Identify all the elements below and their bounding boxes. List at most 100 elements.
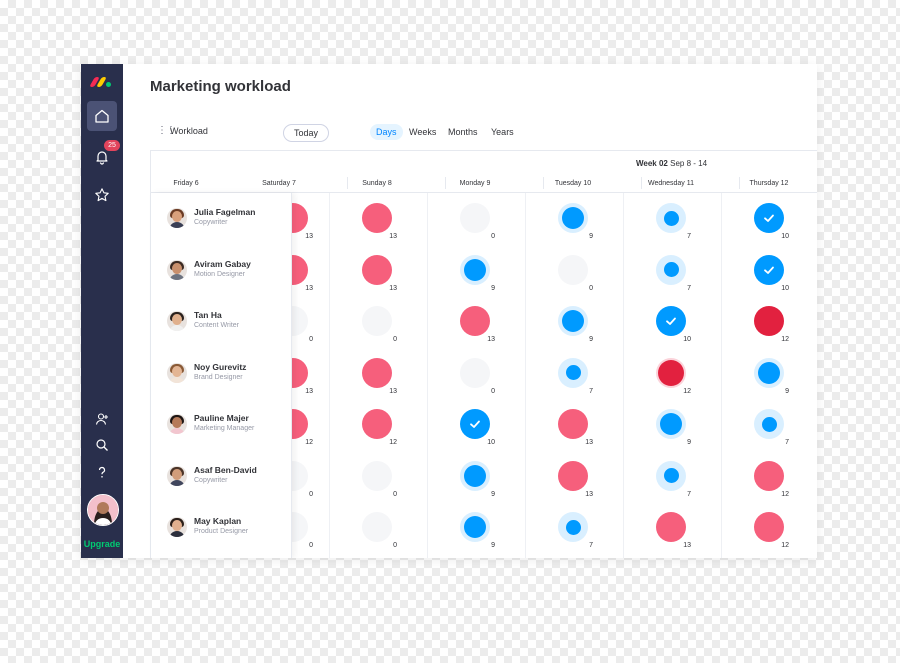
workload-cell[interactable]: 0 bbox=[329, 502, 427, 553]
workload-indicator[interactable] bbox=[656, 203, 686, 233]
upgrade-button[interactable]: Upgrade bbox=[83, 539, 121, 549]
workload-indicator[interactable] bbox=[362, 254, 392, 285]
workload-cell[interactable]: 13 bbox=[427, 296, 525, 347]
view-tab-days[interactable]: Days bbox=[370, 124, 403, 140]
workload-indicator[interactable] bbox=[754, 306, 784, 336]
help-button[interactable] bbox=[87, 457, 117, 487]
hours-value: 12 bbox=[305, 439, 313, 446]
workload-cell[interactable]: 0 bbox=[329, 296, 427, 347]
workload-cell[interactable]: 9 bbox=[427, 245, 525, 296]
user-avatar[interactable] bbox=[87, 494, 119, 526]
workload-indicator[interactable] bbox=[558, 254, 588, 285]
workload-indicator[interactable] bbox=[656, 409, 686, 439]
workload-cell[interactable]: 7 bbox=[623, 193, 721, 244]
workload-cell[interactable]: 10 bbox=[427, 399, 525, 450]
drag-handle-icon[interactable]: ⋮⋮ bbox=[157, 125, 176, 136]
workload-indicator[interactable] bbox=[460, 512, 490, 542]
search-button[interactable] bbox=[87, 430, 117, 460]
workload-indicator[interactable] bbox=[754, 409, 784, 439]
workload-cell[interactable]: 0 bbox=[525, 245, 623, 296]
workload-indicator[interactable] bbox=[362, 203, 392, 233]
monday-logo-icon[interactable] bbox=[89, 73, 112, 87]
notifications-button[interactable] bbox=[87, 142, 117, 172]
workload-cell[interactable]: 9 bbox=[525, 296, 623, 347]
workload-cell[interactable]: 9 bbox=[623, 399, 721, 450]
person-row[interactable]: Noy Gurevitz Brand Designer bbox=[151, 348, 291, 399]
person-role: Copywriter bbox=[194, 219, 228, 226]
workload-cell[interactable]: 13 bbox=[329, 245, 427, 296]
workload-cell[interactable]: 7 bbox=[721, 399, 817, 450]
workload-indicator[interactable] bbox=[656, 306, 686, 336]
workload-indicator[interactable] bbox=[362, 512, 392, 542]
person-name: May Kaplan bbox=[194, 516, 242, 526]
workload-cell[interactable]: 13 bbox=[525, 451, 623, 502]
person-row[interactable]: Tan Ha Content Writer bbox=[151, 296, 291, 347]
workload-indicator[interactable] bbox=[558, 203, 588, 233]
workload-indicator[interactable] bbox=[558, 357, 588, 388]
workload-cell[interactable]: 0 bbox=[427, 348, 525, 399]
workload-indicator[interactable] bbox=[558, 306, 588, 336]
week-range: Sep 8 - 14 bbox=[670, 159, 708, 168]
workload-cell[interactable]: 7 bbox=[525, 348, 623, 399]
workload-indicator[interactable] bbox=[558, 409, 588, 439]
workload-cell[interactable]: 12 bbox=[721, 502, 817, 553]
today-button[interactable]: Today bbox=[283, 124, 330, 142]
workload-indicator[interactable] bbox=[460, 409, 490, 439]
workload-cell[interactable]: 9 bbox=[427, 502, 525, 553]
workload-indicator[interactable] bbox=[754, 357, 784, 388]
workload-cell[interactable]: 12 bbox=[721, 296, 817, 347]
favorites-button[interactable] bbox=[87, 180, 117, 210]
workload-cell[interactable]: 9 bbox=[721, 348, 817, 399]
workload-cell[interactable]: 0 bbox=[329, 451, 427, 502]
home-button[interactable] bbox=[87, 101, 117, 131]
workload-indicator[interactable] bbox=[460, 254, 490, 285]
person-row[interactable]: May Kaplan Product Designer bbox=[151, 502, 291, 553]
workload-indicator[interactable] bbox=[656, 512, 686, 542]
workload-cell[interactable]: 10 bbox=[721, 245, 817, 296]
workload-cell[interactable]: 0 bbox=[427, 193, 525, 244]
workload-cell[interactable]: 12 bbox=[721, 451, 817, 502]
workload-indicator[interactable] bbox=[362, 460, 392, 491]
workload-cell[interactable]: 10 bbox=[623, 296, 721, 347]
workload-indicator[interactable] bbox=[362, 306, 392, 336]
workload-indicator[interactable] bbox=[754, 203, 784, 233]
workload-cell[interactable]: 13 bbox=[329, 193, 427, 244]
workload-indicator[interactable] bbox=[754, 254, 784, 285]
person-row[interactable]: Julia Fagelman Copywriter bbox=[151, 193, 291, 244]
workload-indicator[interactable] bbox=[656, 254, 686, 285]
person-role: Brand Designer bbox=[194, 373, 243, 381]
hours-value: 12 bbox=[781, 490, 789, 498]
workload-indicator[interactable] bbox=[460, 357, 490, 388]
workload-indicator[interactable] bbox=[754, 460, 784, 491]
workload-cell[interactable]: 12 bbox=[329, 399, 427, 450]
workload-cell[interactable]: 13 bbox=[623, 502, 721, 553]
workload-indicator[interactable] bbox=[656, 357, 686, 388]
people-column: Julia Fagelman Copywriter Aviram Gabay Moti… bbox=[151, 193, 292, 558]
person-row[interactable]: Asaf Ben-David Copywriter bbox=[151, 451, 291, 502]
view-tab-weeks[interactable]: Weeks bbox=[409, 127, 437, 137]
workload-cell[interactable]: 7 bbox=[623, 451, 721, 502]
workload-indicator[interactable] bbox=[362, 409, 392, 439]
person-row[interactable]: Pauline Majer Marketing Manager bbox=[151, 399, 291, 450]
workload-indicator[interactable] bbox=[754, 512, 784, 542]
workload-indicator[interactable] bbox=[656, 460, 686, 491]
workload-indicator[interactable] bbox=[558, 460, 588, 491]
invite-members-button[interactable] bbox=[87, 404, 117, 434]
workload-indicator[interactable] bbox=[460, 306, 490, 336]
workload-cell[interactable]: 13 bbox=[329, 348, 427, 399]
person-row[interactable]: Aviram Gabay Motion Designer bbox=[151, 245, 291, 296]
workload-indicator[interactable] bbox=[460, 203, 490, 233]
workload-cell[interactable]: 9 bbox=[427, 451, 525, 502]
view-tab-months[interactable]: Months bbox=[448, 127, 478, 137]
view-tab-years[interactable]: Years bbox=[491, 127, 514, 137]
workload-cell[interactable]: 7 bbox=[623, 245, 721, 296]
workload-cell[interactable]: 10 bbox=[721, 193, 817, 244]
workload-indicator[interactable] bbox=[362, 357, 392, 388]
workload-indicator[interactable] bbox=[558, 512, 588, 542]
workload-cell[interactable]: 7 bbox=[525, 502, 623, 553]
workload-indicator[interactable] bbox=[460, 460, 490, 491]
workload-cell[interactable]: 9 bbox=[525, 193, 623, 244]
workload-cell[interactable]: 12 bbox=[623, 348, 721, 399]
workload-cell[interactable]: 13 bbox=[525, 399, 623, 450]
notification-badge: 25 bbox=[104, 140, 120, 151]
